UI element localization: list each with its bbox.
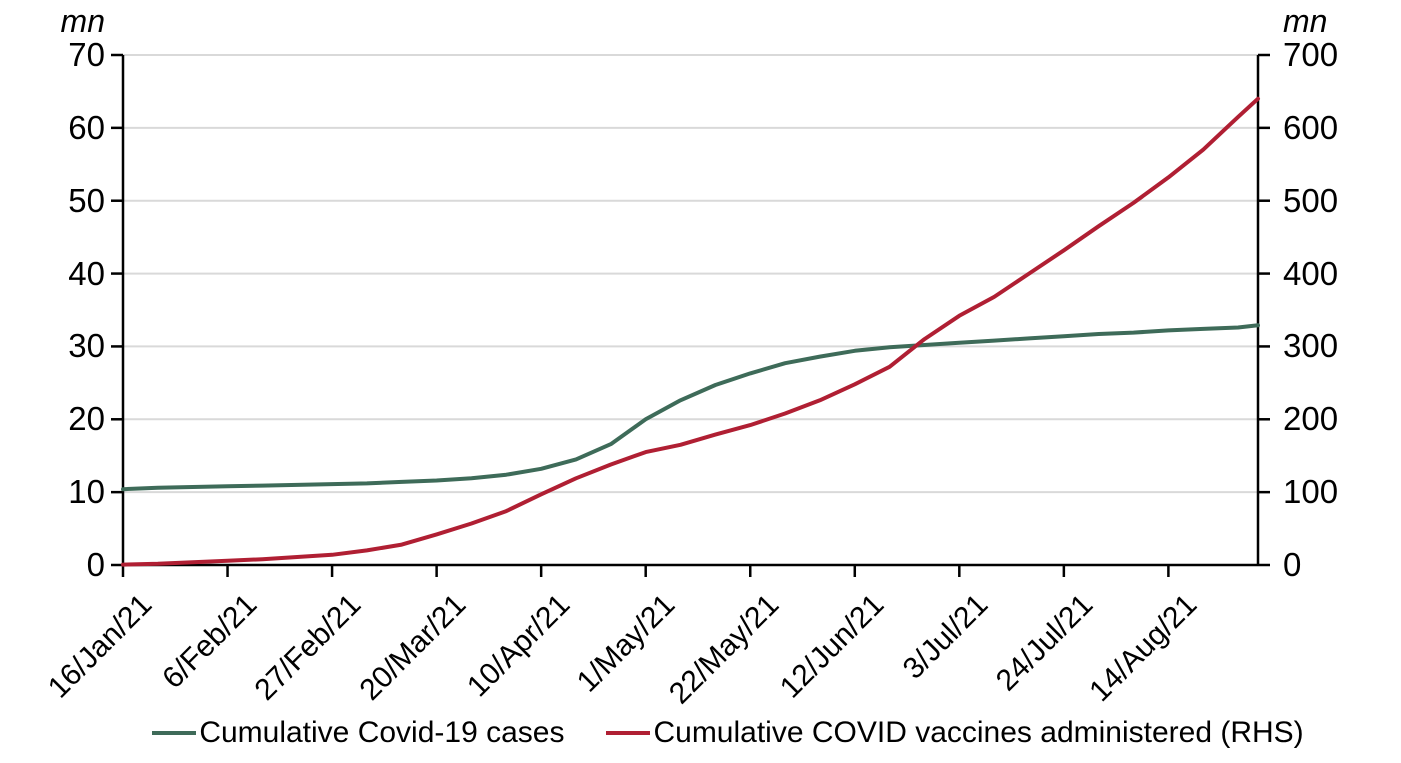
y-axis-right-tick-label: 200 — [1283, 400, 1339, 438]
y-axis-left-tick-label: 70 — [68, 36, 105, 73]
legend-swatch — [606, 731, 651, 735]
y-axis-right-tick-label: 700 — [1283, 36, 1339, 73]
legend-label: Cumulative Covid-19 cases — [199, 716, 565, 749]
y-axis-right-tick-label: 300 — [1283, 327, 1339, 365]
y-axis-right-tick-label: 500 — [1283, 181, 1339, 219]
y-axis-right-tick-label: 100 — [1283, 473, 1339, 511]
series-line-cases — [121, 323, 1260, 492]
y-axis-left-tick-label: 30 — [68, 327, 105, 365]
legend-item: Cumulative COVID vaccines administered (… — [606, 714, 1304, 752]
left-axis-unit-label: mn — [60, 3, 105, 39]
y-axis-left-tick-label: 50 — [68, 181, 105, 219]
legend: Cumulative Covid-19 cases Cumulative COVI… — [0, 714, 1401, 752]
y-axis-right-tick-label: 400 — [1283, 254, 1339, 292]
y-axis-left-tick-label: 40 — [68, 254, 105, 292]
series-line-vaccines — [121, 96, 1260, 567]
y-axis-left-tick-label: 10 — [68, 473, 105, 511]
legend-item: Cumulative Covid-19 cases — [152, 714, 564, 752]
y-axis-left-tick-label: 20 — [68, 400, 105, 438]
y-axis-left-tick-label: 60 — [68, 108, 105, 146]
legend-label: Cumulative COVID vaccines administered (… — [653, 716, 1304, 749]
right-axis-unit-label: mn — [1283, 3, 1328, 39]
y-axis-left-tick-label: 0 — [86, 546, 105, 583]
y-axis-right-tick-label: 600 — [1283, 108, 1339, 146]
legend-swatch — [152, 731, 197, 735]
y-axis-right-tick-label: 0 — [1283, 546, 1302, 583]
